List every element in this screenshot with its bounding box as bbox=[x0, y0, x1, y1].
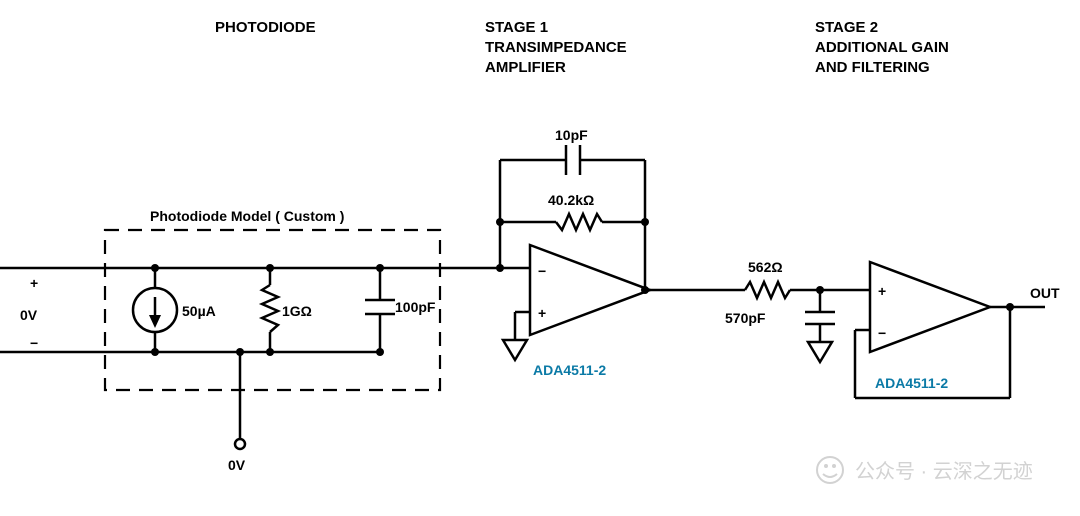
opamp-stage2 bbox=[870, 262, 990, 352]
opamp1-part: ADA4511-2 bbox=[533, 362, 606, 378]
current-source-label: 50µA bbox=[182, 303, 216, 319]
src-volt: 0V bbox=[20, 307, 38, 323]
opamp2-plus: + bbox=[878, 283, 886, 299]
svg-text:公众号 · 云深之无迹: 公众号 · 云深之无迹 bbox=[855, 460, 1033, 483]
out-label: OUT bbox=[1030, 285, 1060, 301]
opamp2-part: ADA4511-2 bbox=[875, 375, 948, 391]
opamp1-plus: + bbox=[538, 305, 546, 321]
photodiode-box-label: Photodiode Model ( Custom ) bbox=[150, 208, 344, 224]
stage2-cin bbox=[805, 286, 835, 362]
opamp1-minus: − bbox=[538, 263, 546, 279]
shunt-resistor-label: 1GΩ bbox=[282, 303, 312, 319]
header-stage2-l2: ADDITIONAL GAIN bbox=[815, 39, 949, 56]
photodiode-gnd bbox=[235, 348, 245, 449]
shunt-cap-label: 100pF bbox=[395, 299, 436, 315]
stage2-rin bbox=[730, 282, 870, 298]
stage2-rin-label: 562Ω bbox=[748, 259, 783, 275]
shunt-cap bbox=[365, 264, 395, 356]
header-stage1-l2: TRANSIMPEDANCE bbox=[485, 39, 627, 56]
header-stage2-l1: STAGE 2 bbox=[815, 19, 878, 36]
shunt-resistor bbox=[262, 264, 278, 356]
header-stage2-l3: AND FILTERING bbox=[815, 59, 930, 76]
opamp2-minus: − bbox=[878, 325, 886, 341]
stage2-cin-label: 570pF bbox=[725, 310, 766, 326]
photodiode-gnd-label: 0V bbox=[228, 457, 246, 473]
header-stage1-l1: STAGE 1 bbox=[485, 19, 548, 36]
current-source bbox=[133, 264, 177, 356]
header-stage1-l3: AMPLIFIER bbox=[485, 59, 566, 76]
stage1-cf-label: 10pF bbox=[555, 127, 588, 143]
stage1-rf-label: 40.2kΩ bbox=[548, 192, 594, 208]
watermark: 公众号 · 云深之无迹 bbox=[817, 457, 1033, 483]
src-minus: − bbox=[30, 335, 38, 351]
opamp1-gnd bbox=[503, 312, 530, 360]
schematic-canvas: PHOTODIODE STAGE 1 TRANSIMPEDANCE AMPLIF… bbox=[0, 0, 1080, 516]
src-plus: + bbox=[30, 275, 38, 291]
header-photodiode: PHOTODIODE bbox=[215, 19, 316, 36]
opamp-stage1 bbox=[530, 245, 650, 335]
stage1-feedback-res bbox=[500, 214, 645, 230]
